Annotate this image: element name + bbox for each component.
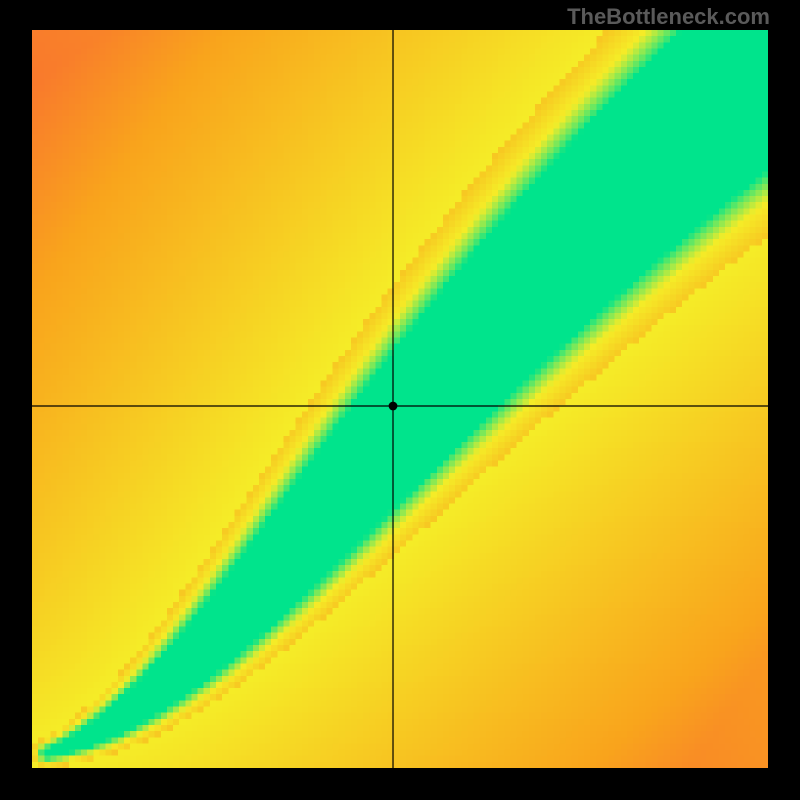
watermark-text: TheBottleneck.com	[567, 4, 770, 30]
chart-container: TheBottleneck.com	[0, 0, 800, 800]
bottleneck-heatmap	[32, 30, 768, 768]
